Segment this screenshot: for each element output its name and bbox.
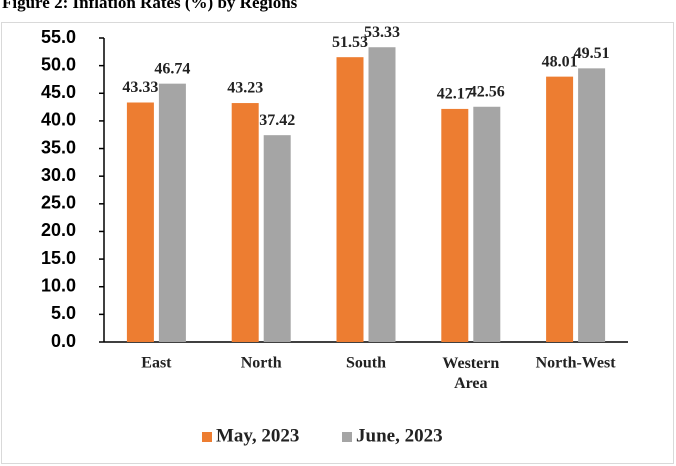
y-tick-label: 0.0 [51, 331, 76, 351]
value-label: 43.33 [122, 79, 158, 96]
value-label: 43.23 [227, 80, 263, 97]
value-label: 48.01 [542, 53, 578, 70]
x-tick-label: North-West [536, 355, 617, 372]
x-tick-label: North [241, 355, 282, 372]
legend-label: June, 2023 [356, 425, 443, 446]
y-tick-label: 20.0 [41, 220, 76, 240]
y-tick-label: 50.0 [41, 54, 76, 74]
y-tick-label: 15.0 [41, 248, 76, 268]
bar [158, 83, 186, 342]
bar [336, 57, 364, 343]
value-label: 46.74 [154, 60, 190, 77]
bar [546, 76, 574, 343]
bar [473, 106, 501, 342]
chart-title: Figure 2: Inflation Rates (%) by Regions [2, 0, 298, 12]
y-tick-label: 45.0 [41, 82, 76, 102]
value-label: 49.51 [574, 45, 610, 62]
value-label: 42.17 [437, 86, 473, 103]
bar [578, 68, 606, 342]
y-tick-label: 10.0 [41, 275, 76, 295]
x-tick-label: Western Area [442, 355, 499, 392]
legend-swatch [202, 432, 212, 442]
y-tick-label: 40.0 [41, 110, 76, 130]
bar [441, 108, 469, 342]
value-label: 37.42 [259, 112, 295, 129]
chart-frame [1, 22, 674, 464]
bar [231, 103, 259, 342]
bar [126, 102, 154, 343]
y-tick-label: 30.0 [41, 165, 76, 185]
value-label: 51.53 [332, 34, 368, 51]
bar [368, 47, 396, 343]
value-label: 53.33 [364, 24, 400, 41]
y-tick-label: 5.0 [51, 303, 76, 323]
legend-swatch [342, 432, 352, 442]
bar [263, 135, 291, 342]
value-label: 42.56 [469, 83, 505, 100]
y-tick-label: 25.0 [41, 193, 76, 213]
y-tick-label: 55.0 [41, 27, 76, 47]
x-tick-label: South [346, 355, 386, 372]
y-tick-label: 35.0 [41, 137, 76, 157]
x-tick-label: East [141, 355, 172, 372]
legend-label: May, 2023 [216, 425, 299, 446]
